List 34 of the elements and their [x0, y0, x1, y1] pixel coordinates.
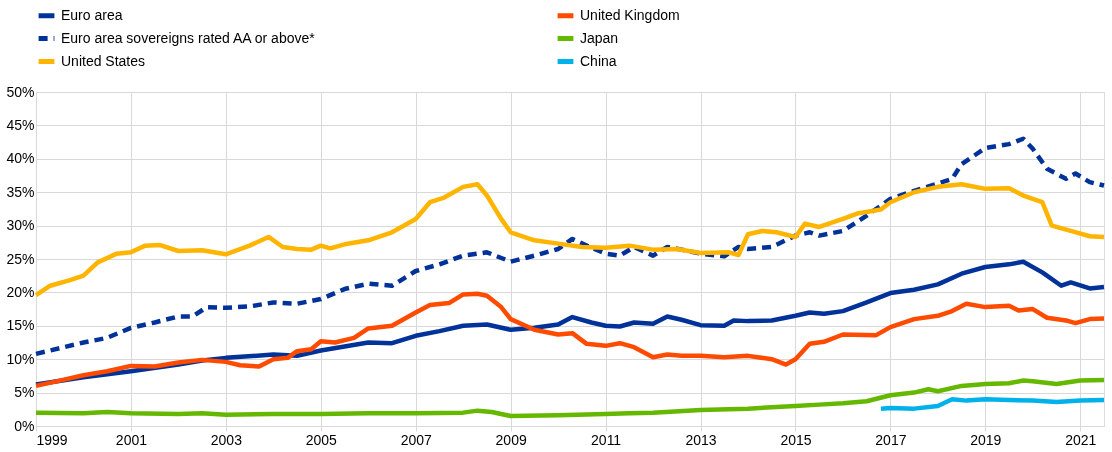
x-tick-label: 2017: [875, 431, 907, 448]
legend-label: Euro area: [61, 6, 123, 23]
y-tick-label: 0%: [14, 417, 35, 434]
x-tick-label: 2011: [591, 431, 622, 448]
line-series: [33, 291, 1107, 389]
x-tick-label: 2003: [210, 431, 243, 448]
line-series: [33, 181, 1107, 298]
y-tick-label: 50%: [6, 83, 35, 100]
y-tick-label: 30%: [6, 217, 35, 234]
legend-label: United Kingdom: [580, 6, 680, 23]
y-tick-label: 40%: [6, 150, 35, 167]
x-tick-label: 2021: [1065, 431, 1097, 448]
legend-label: China: [580, 52, 617, 69]
y-tick-label: 20%: [6, 283, 35, 300]
y-tick-label: 35%: [6, 183, 35, 200]
line-series: [33, 136, 1107, 357]
x-tick-label: 2019: [970, 431, 1002, 448]
x-tick-label: 2009: [495, 431, 527, 448]
x-tick-label: 2007: [400, 431, 433, 448]
y-tick-label: 5%: [14, 384, 35, 401]
line-series: [878, 397, 1107, 411]
x-tick-label: 2013: [685, 431, 717, 448]
legend-label: Japan: [580, 29, 619, 46]
y-tick-label: 45%: [6, 116, 35, 133]
legend-label: United States: [61, 52, 146, 69]
x-tick-label: 2015: [780, 431, 812, 448]
legend-label: Euro area sovereigns rated AA or above*: [61, 29, 316, 46]
x-tick-label: 1999: [36, 431, 68, 448]
y-tick-label: 25%: [6, 250, 35, 267]
x-tick-label: 2005: [305, 431, 338, 448]
x-tick-label: 2001: [115, 431, 148, 448]
y-tick-label: 15%: [6, 317, 35, 334]
line-series: [33, 377, 1107, 419]
y-tick-label: 10%: [6, 350, 35, 367]
